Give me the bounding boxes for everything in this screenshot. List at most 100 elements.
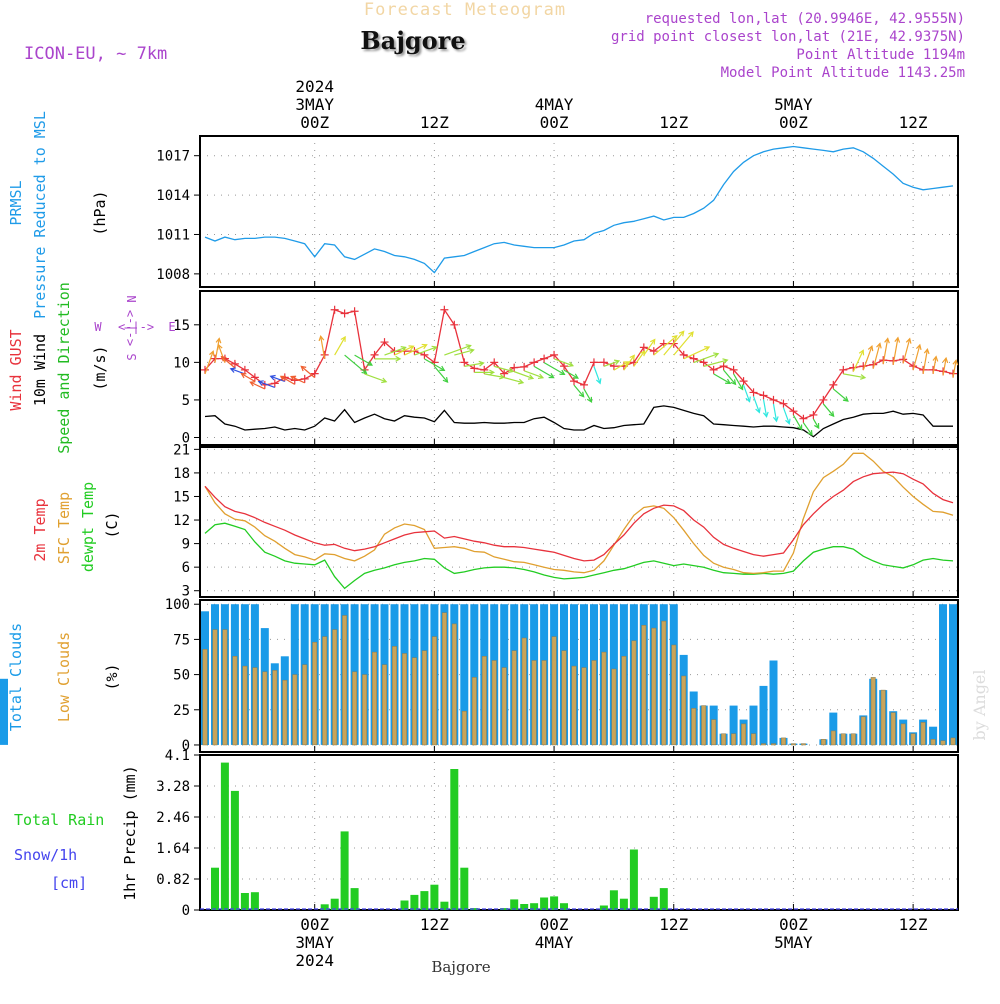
wind-arrow — [633, 350, 645, 367]
wind-arrow — [643, 339, 656, 356]
low-cloud-bar — [611, 668, 617, 746]
wind-arrow-head — [465, 344, 472, 350]
low-cloud-bar — [761, 743, 766, 746]
wind-arrow-head — [340, 335, 346, 342]
wind-arrow — [204, 351, 214, 375]
gust-point — [809, 410, 818, 419]
wind-arrow — [932, 356, 937, 374]
low-cloud-bar — [451, 623, 457, 746]
wind-arrow-head — [381, 377, 388, 384]
low-cloud-bar — [471, 677, 477, 746]
low-cloud-bar — [441, 612, 447, 746]
low-cloud-bar — [571, 665, 577, 746]
gust-point — [550, 350, 559, 359]
wind-arrow-head — [215, 337, 222, 344]
y-tick-label: 12 — [173, 513, 190, 529]
wind-arrow-head — [257, 380, 264, 386]
low-cloud-bar — [551, 636, 557, 746]
rain-bar — [450, 769, 459, 910]
total-cloud-bar — [769, 660, 778, 745]
gust-point — [530, 358, 539, 367]
wind-arrow — [217, 344, 226, 363]
wind-arrow — [280, 375, 296, 385]
top-time-label: 00Z — [779, 113, 808, 132]
wind-arrow — [733, 373, 744, 390]
wind-arrow — [812, 418, 820, 429]
wind-arrow-head — [828, 411, 835, 418]
bottom-time-label: 00Z — [540, 915, 569, 934]
low-cloud-bar — [302, 664, 308, 746]
rain-bar — [240, 893, 249, 910]
gust-point — [719, 362, 728, 371]
wind-arrow-head — [905, 337, 912, 344]
low-cloud-bar — [481, 656, 487, 746]
ylabel-dewpt-temp: dewpt Temp — [79, 482, 97, 572]
wind-arrow-head — [785, 418, 791, 425]
wind-arrow-head — [400, 346, 407, 352]
wind-arrow-head — [762, 411, 769, 418]
gust-point — [240, 365, 249, 374]
wind-arrow — [792, 414, 803, 430]
gust-point — [599, 358, 608, 367]
total-cloud-bar — [470, 604, 479, 745]
y-tick-label: 15 — [173, 318, 190, 334]
wind-arrow — [424, 358, 445, 371]
gust-point — [799, 414, 808, 423]
wind-arrow-head — [867, 344, 874, 352]
gust-point — [450, 320, 459, 329]
credit-watermark: by Angel — [970, 669, 989, 740]
wind-arrow — [250, 381, 266, 390]
sfc-temp-line — [204, 452, 954, 575]
wind-arrow-head — [408, 345, 415, 351]
wind-arrow-head — [489, 369, 496, 376]
top-time-label: 00Z — [300, 113, 329, 132]
low-cloud-bar — [850, 733, 856, 746]
wind-arrow — [802, 422, 813, 436]
rain-bar — [510, 899, 519, 910]
gust-point — [829, 380, 838, 389]
wind-arrow — [892, 337, 899, 365]
wind-arrow-head — [894, 336, 901, 343]
label-snow-unit: [cm] — [51, 874, 87, 892]
wind-arrow-head — [527, 374, 535, 380]
footer-location: Bajgore — [431, 958, 490, 976]
low-cloud-bar — [362, 674, 368, 746]
low-cloud-bar — [711, 719, 717, 746]
wind-arrow-head — [229, 367, 236, 373]
y-tick-label: 18 — [173, 466, 190, 482]
wind-arrow — [653, 335, 678, 356]
wind-arrow-head — [468, 348, 475, 354]
low-cloud-bar — [431, 636, 437, 746]
ylabel-10m-wind: 10m Wind — [31, 334, 49, 406]
low-cloud-bar — [421, 650, 427, 746]
wind-arrow-head — [772, 416, 779, 423]
wind-arrow-head — [548, 373, 555, 379]
precip-panel: 0 0.82 1.64 2.46 3.28 4.1 Total Rain Snow/1h [cm… — [14, 748, 959, 919]
wind-arrow — [300, 365, 316, 379]
gust-point — [440, 305, 449, 314]
compass-ns-line: <-|-> — [123, 310, 137, 346]
wind-arrow — [673, 331, 694, 356]
total-cloud-bar — [460, 604, 469, 745]
rain-bar — [500, 908, 509, 910]
low-cloud-bar — [910, 733, 916, 746]
wind-arrow-head — [578, 391, 585, 398]
wind-arrow-head — [572, 373, 579, 379]
low-cloud-bar — [322, 636, 328, 746]
rain-bar — [649, 896, 658, 910]
wind-arrow-head — [567, 361, 575, 368]
gust-point — [779, 399, 788, 408]
wind-arrow — [663, 330, 685, 356]
rain-bar — [599, 905, 608, 910]
gust-point — [380, 338, 389, 347]
wind-arrow — [214, 338, 220, 363]
bottom-time-label: 2024 — [295, 951, 334, 970]
wind-arrow — [553, 358, 574, 367]
unit-precip: 1hr Precip (mm) — [121, 765, 139, 900]
rain-bar — [420, 891, 429, 910]
wind-arrow-head — [613, 359, 621, 366]
wind-arrow-head — [915, 343, 922, 351]
total-cloud-bar — [939, 604, 947, 745]
compass-e: E — [168, 320, 175, 334]
